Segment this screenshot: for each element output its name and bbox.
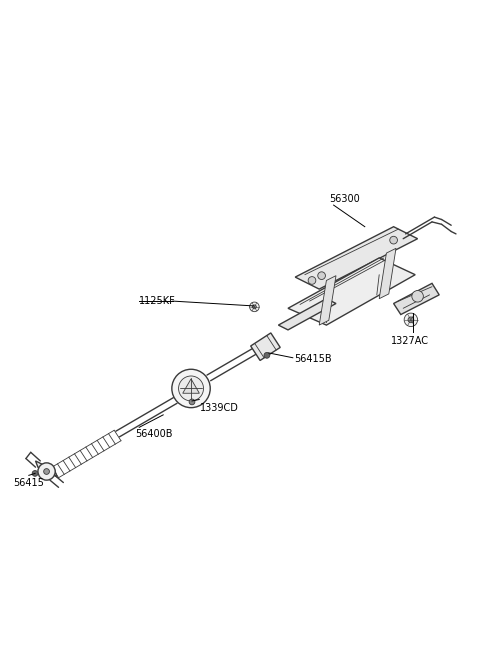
Circle shape <box>44 468 49 474</box>
Circle shape <box>390 236 397 244</box>
Polygon shape <box>295 227 418 289</box>
Circle shape <box>264 352 270 358</box>
Text: 56400B: 56400B <box>135 429 173 440</box>
Circle shape <box>179 376 204 401</box>
Circle shape <box>412 291 423 302</box>
Text: 1327AC: 1327AC <box>391 335 429 346</box>
Circle shape <box>404 313 418 327</box>
Circle shape <box>38 463 55 480</box>
Circle shape <box>189 399 195 405</box>
Text: 56300: 56300 <box>329 194 360 204</box>
Polygon shape <box>288 258 415 325</box>
Circle shape <box>32 470 38 476</box>
Polygon shape <box>379 248 396 299</box>
Polygon shape <box>319 276 336 325</box>
Polygon shape <box>394 284 439 314</box>
Circle shape <box>172 369 210 407</box>
Circle shape <box>250 302 259 312</box>
Text: 1339CD: 1339CD <box>200 403 239 413</box>
Circle shape <box>308 276 316 284</box>
Polygon shape <box>36 461 57 477</box>
Text: 56415B: 56415B <box>294 354 331 364</box>
Text: 1125KF: 1125KF <box>139 296 176 306</box>
Text: 56415: 56415 <box>13 477 44 488</box>
Circle shape <box>408 317 414 323</box>
Polygon shape <box>251 333 280 360</box>
Polygon shape <box>278 299 336 330</box>
Circle shape <box>318 272 325 280</box>
Polygon shape <box>183 379 199 393</box>
Circle shape <box>252 305 256 309</box>
